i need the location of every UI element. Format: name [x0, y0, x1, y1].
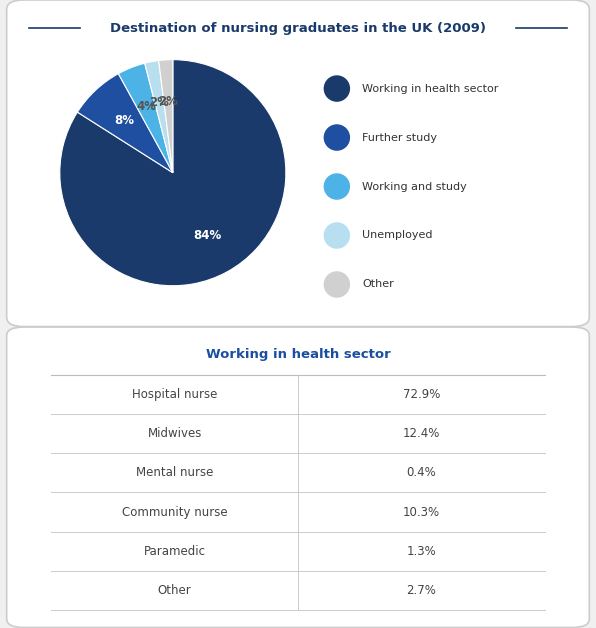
Wedge shape — [145, 60, 173, 173]
Text: Other: Other — [362, 279, 393, 290]
Text: 2%: 2% — [150, 96, 169, 109]
Wedge shape — [159, 60, 173, 173]
Text: 2.7%: 2.7% — [406, 584, 436, 597]
Text: Working and study: Working and study — [362, 181, 467, 192]
Text: Destination of nursing graduates in the UK (2009): Destination of nursing graduates in the … — [110, 22, 486, 35]
Text: Working in health sector: Working in health sector — [362, 84, 498, 94]
Text: Paramedic: Paramedic — [144, 545, 206, 558]
Text: 12.4%: 12.4% — [402, 427, 440, 440]
Text: 10.3%: 10.3% — [403, 506, 440, 519]
Text: Hospital nurse: Hospital nurse — [132, 388, 218, 401]
Wedge shape — [60, 60, 286, 286]
Circle shape — [324, 125, 349, 150]
Text: Further study: Further study — [362, 133, 437, 143]
Text: Community nurse: Community nurse — [122, 506, 228, 519]
Text: 72.9%: 72.9% — [402, 388, 440, 401]
Text: 4%: 4% — [136, 100, 157, 113]
Text: 1.3%: 1.3% — [406, 545, 436, 558]
Text: 8%: 8% — [114, 114, 134, 127]
Circle shape — [324, 223, 349, 248]
Text: Other: Other — [158, 584, 192, 597]
Circle shape — [324, 76, 349, 101]
Text: Mental nurse: Mental nurse — [136, 467, 213, 479]
Text: 0.4%: 0.4% — [406, 467, 436, 479]
Text: Unemployed: Unemployed — [362, 230, 432, 241]
Text: Midwives: Midwives — [148, 427, 202, 440]
Wedge shape — [119, 63, 173, 173]
Text: Working in health sector: Working in health sector — [206, 348, 390, 361]
Text: 84%: 84% — [193, 229, 221, 242]
FancyBboxPatch shape — [7, 327, 589, 627]
FancyBboxPatch shape — [7, 0, 589, 327]
Wedge shape — [77, 73, 173, 173]
Circle shape — [324, 272, 349, 297]
Text: 2%: 2% — [159, 95, 178, 108]
Circle shape — [324, 174, 349, 199]
